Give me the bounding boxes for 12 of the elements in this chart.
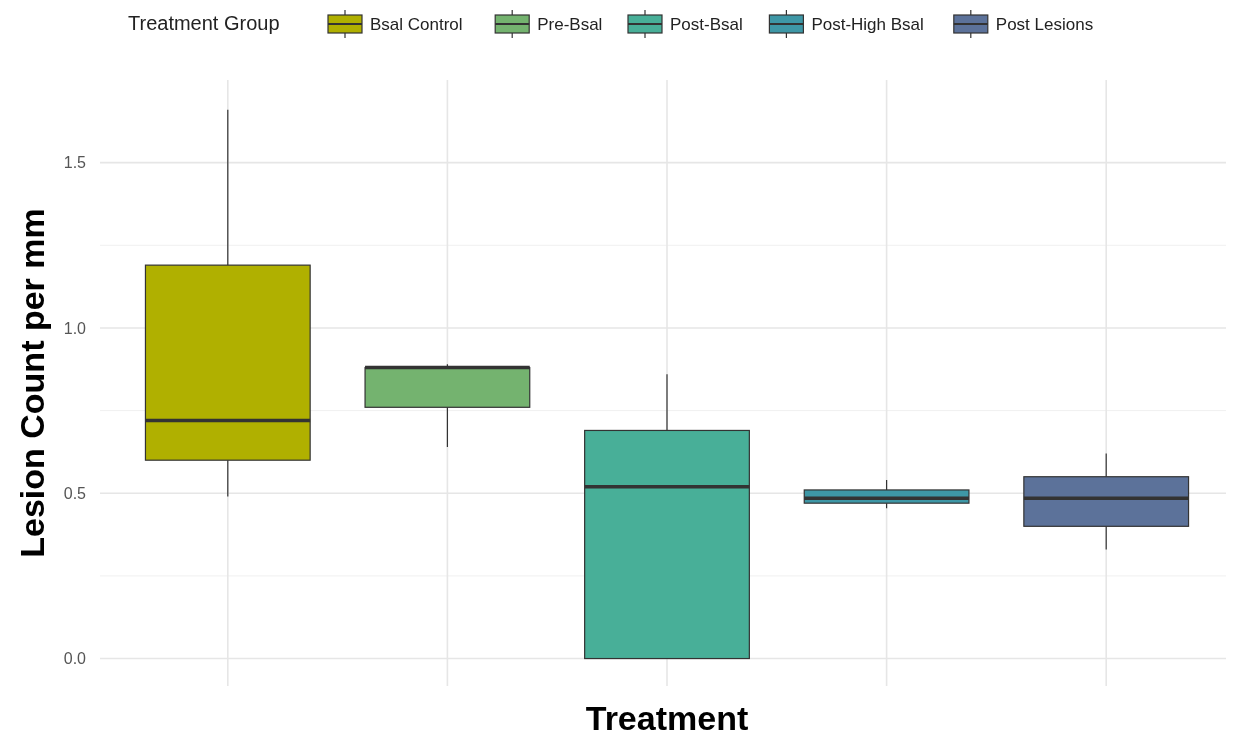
y-tick-label: 1.0 <box>63 319 87 337</box>
legend-title: Treatment Group <box>128 12 280 34</box>
legend-label: Post Lesions <box>995 15 1094 34</box>
y-tick-label: 0.5 <box>63 484 87 502</box>
legend-label: Post-High Bsal <box>811 15 924 34</box>
legend-label: Bsal Control <box>370 15 463 34</box>
y-axis-title: Lesion Count per mm <box>13 208 51 558</box>
x-axis-title: Treatment <box>585 699 749 736</box>
legend-label: Post-Bsal <box>670 15 743 34</box>
legend-label: Pre-Bsal <box>537 15 603 34</box>
y-tick-label: 0.0 <box>63 650 87 668</box>
y-tick-label: 1.5 <box>63 154 87 172</box>
